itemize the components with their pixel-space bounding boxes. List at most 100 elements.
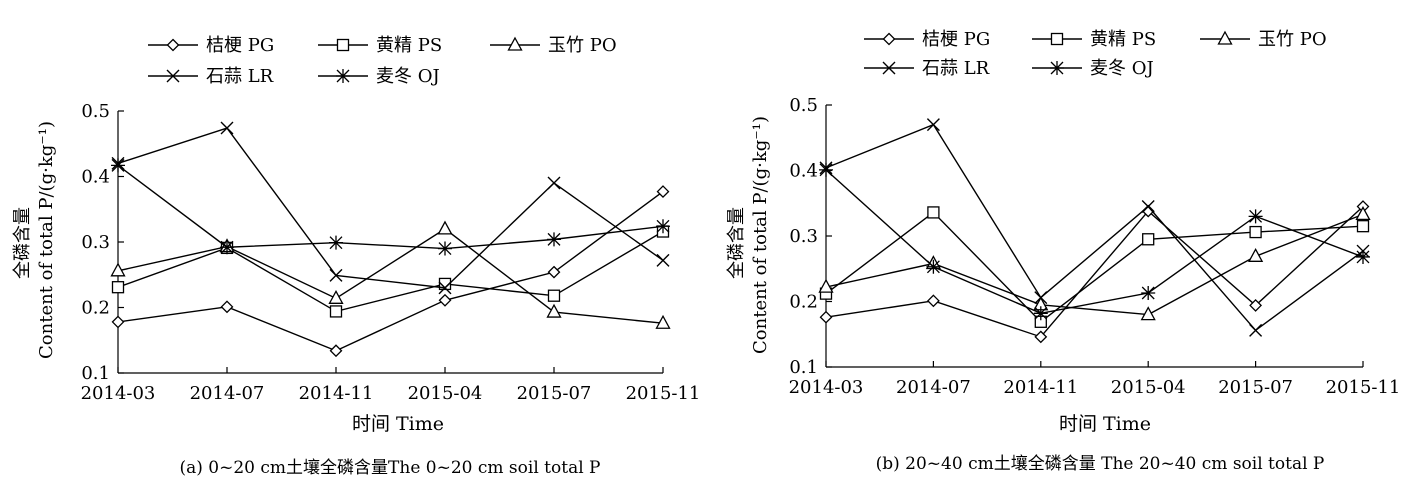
panel-b-y-tick-label: 0.5 [789, 95, 818, 116]
panel-a-data-point [546, 303, 562, 318]
panel-a-data-point [329, 344, 343, 358]
panel-b: (b) 20~40 cm土壤全磷含量 The 20~40 cm soil tot… [726, 29, 1400, 474]
panel-b-series-line [825, 169, 1364, 315]
panel-a-series-0 [111, 185, 670, 358]
panel-b-x-tick-label: 2015-07 [1218, 377, 1293, 398]
panel-a-data-point [547, 232, 561, 247]
panel-b-x-tick-label: 2014-03 [789, 377, 864, 398]
panel-b-data-point [1248, 247, 1264, 262]
panel-b-data-point [819, 310, 833, 324]
panel-b-y-tick-label: 0.1 [789, 357, 818, 378]
panel-a-data-point [656, 219, 670, 234]
panel-b-legend: 桔梗 PG 黄精 PS 玉竹 PO 石蒜 LR 麦冬 OJ [864, 29, 1327, 79]
panel-b-data-point [1249, 323, 1263, 337]
panel-b-y-tick-label: 0.3 [789, 226, 818, 247]
panel-a-series-3 [111, 121, 670, 295]
panel-b-data-point [818, 278, 834, 293]
panel-a-data-point [220, 121, 234, 135]
panel-a-data-point [220, 240, 234, 255]
panel-b-series-line [825, 213, 1364, 316]
panel-b-data-point [1356, 249, 1370, 264]
panel-a-data-point [111, 281, 125, 294]
panel-a-data-point [437, 220, 453, 235]
panel-b-data-point [1033, 306, 1048, 321]
panel-b-data-point [927, 206, 940, 219]
panel-a-series-line [117, 228, 664, 324]
panel-a-y-tick-label: 0.5 [81, 101, 110, 122]
panel-a-y-tick-label: 0.2 [81, 298, 110, 319]
panel-a-x-tick-label: 2014-11 [299, 383, 374, 404]
panel-b-series-0 [819, 200, 1370, 344]
panel-b-legend-marker [882, 61, 896, 75]
panel-b-y-tick-label: 0.2 [789, 292, 818, 313]
panel-b-x-tick-label: 2014-07 [896, 377, 971, 398]
panel-a-series-line [117, 164, 664, 250]
panel-a-legend-marker [166, 69, 180, 83]
panel-b-x-tick-label: 2015-11 [1326, 377, 1401, 398]
panel-b-legend-label: 玉竹 PO [1258, 29, 1327, 50]
panel-b-legend-label: 桔梗 PG [922, 29, 990, 50]
panel-b-data-point [1140, 306, 1156, 321]
panel-b-data-point [1248, 209, 1263, 224]
panel-b-title: (b) 20~40 cm土壤全磷含量 The 20~40 cm soil tot… [876, 453, 1325, 474]
panel-a-data-point [220, 300, 234, 314]
panel-a-y-tick-label: 0.1 [81, 363, 110, 384]
panel-b-y-axis-label-en: Content of total P/(g·kg⁻¹) [750, 116, 771, 354]
panel-a-data-point [438, 293, 452, 307]
panel-b-legend-marker [882, 32, 896, 46]
panel-a-y-tick-label: 0.3 [81, 232, 110, 253]
panel-a-legend-label: 玉竹 PO [548, 35, 617, 56]
panel-a-data-point [655, 314, 671, 329]
panel-b-legend-label: 黄精 PS [1090, 29, 1156, 50]
panel-b-series-4 [819, 162, 1370, 321]
panel-a-legend-marker [507, 36, 523, 51]
panel-a-data-point [438, 281, 452, 295]
panel-a-series-line [117, 230, 664, 313]
panel-a: (a) 0~20 cm土壤全磷含量The 0~20 cm soil total … [12, 35, 700, 478]
panel-b-data-point [1034, 291, 1048, 305]
panel-a-data-point [547, 289, 561, 302]
panel-a-series-line [117, 191, 664, 352]
panel-b-x-axis-label: 时间 Time [1059, 413, 1151, 435]
panel-b-series-line [825, 123, 1364, 332]
panel-a-data-point [328, 289, 344, 304]
panel-a-x-tick-label: 2015-07 [517, 383, 592, 404]
panel-a-data-point [111, 158, 125, 173]
panel-b-data-point [1141, 285, 1156, 300]
panel-b-data-point [1249, 225, 1262, 239]
panel-b-legend-label: 石蒜 LR [922, 58, 990, 79]
panel-b-y-tick-label: 0.4 [789, 161, 818, 182]
panel-a-legend-marker [336, 38, 350, 52]
panel-a-legend-marker [336, 69, 350, 83]
panel-b-legend-marker [1050, 61, 1064, 75]
panel-a-data-point [547, 265, 561, 279]
panel-b-data-point [1355, 206, 1371, 221]
panel-a-x-axis-label: 时间 Time [352, 413, 444, 435]
panel-a-series-line [117, 127, 664, 289]
panel-a-data-point [329, 235, 343, 250]
panel-a-data-point [656, 185, 670, 198]
panel-b-data-point [1034, 330, 1048, 344]
panel-a-legend-label: 黄精 PS [376, 35, 442, 56]
panel-b-y-axis-label-zh: 全磷含量 [726, 207, 747, 279]
panel-a-legend-label: 麦冬 OJ [376, 66, 440, 87]
panel-b-legend-marker [1217, 30, 1233, 45]
panel-a-series-1 [111, 225, 670, 318]
panel-a-y-axis-label-en: Content of total P/(g·kg⁻¹) [36, 121, 57, 359]
panel-a-data-point [438, 241, 452, 256]
panel-a-x-tick-label: 2015-11 [626, 383, 701, 404]
panel-a-series-2 [110, 220, 671, 329]
panel-a-x-tick-label: 2014-03 [81, 383, 156, 404]
panel-a-data-point [110, 262, 126, 277]
panel-b-data-point [819, 162, 833, 177]
panel-a-data-point [438, 277, 452, 291]
panel-a-data-point [329, 268, 343, 282]
panel-b-series-line [825, 206, 1364, 338]
panel-b-legend-marker [1050, 32, 1064, 46]
panel-a-legend: 桔梗 PG 黄精 PS 玉竹 PO 石蒜 LR 麦冬 OJ [148, 35, 617, 87]
panel-a-data-point [656, 253, 670, 267]
panel-a-series-4 [111, 158, 670, 256]
panel-a-y-axis-label-zh: 全磷含量 [12, 207, 33, 279]
panel-b-x-tick-label: 2014-11 [1003, 377, 1078, 398]
